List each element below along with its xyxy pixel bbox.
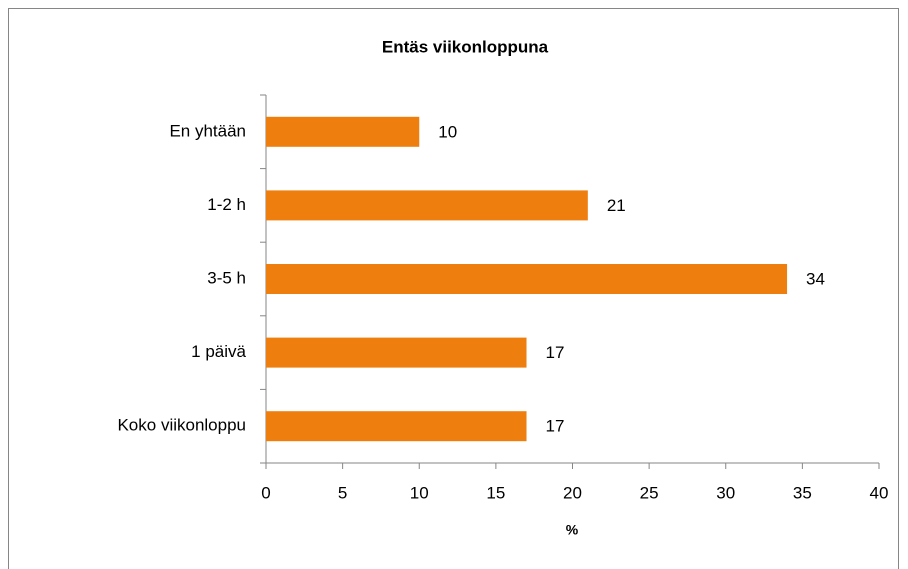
y-tick-label: 1 päivä [191,342,246,361]
data-label: 17 [546,343,565,362]
y-tick-label: Koko viikonloppu [117,416,246,435]
bar [266,264,788,294]
y-tick-label: 3-5 h [207,268,246,287]
x-axis-label: % [566,522,579,538]
x-tick-label: 35 [793,483,812,502]
x-tick-label: 5 [338,483,347,502]
x-tick-label: 15 [486,483,505,502]
chart-title: Entäs viikonloppuna [382,37,549,56]
data-label: 17 [546,417,565,436]
x-tick-label: 20 [563,483,582,502]
data-label: 34 [806,269,825,288]
x-tick-label: 40 [870,483,889,502]
y-tick-label: En yhtään [169,121,246,140]
data-label: 21 [607,196,626,215]
x-tick-label: 30 [716,483,735,502]
x-tick-label: 25 [640,483,659,502]
bar [266,190,588,221]
y-tick-label: 1-2 h [207,195,246,214]
data-label: 10 [438,122,457,141]
x-tick-label: 0 [261,483,270,502]
bar [266,337,527,368]
x-tick-label: 10 [410,483,429,502]
bar [266,116,420,147]
bar [266,411,527,442]
